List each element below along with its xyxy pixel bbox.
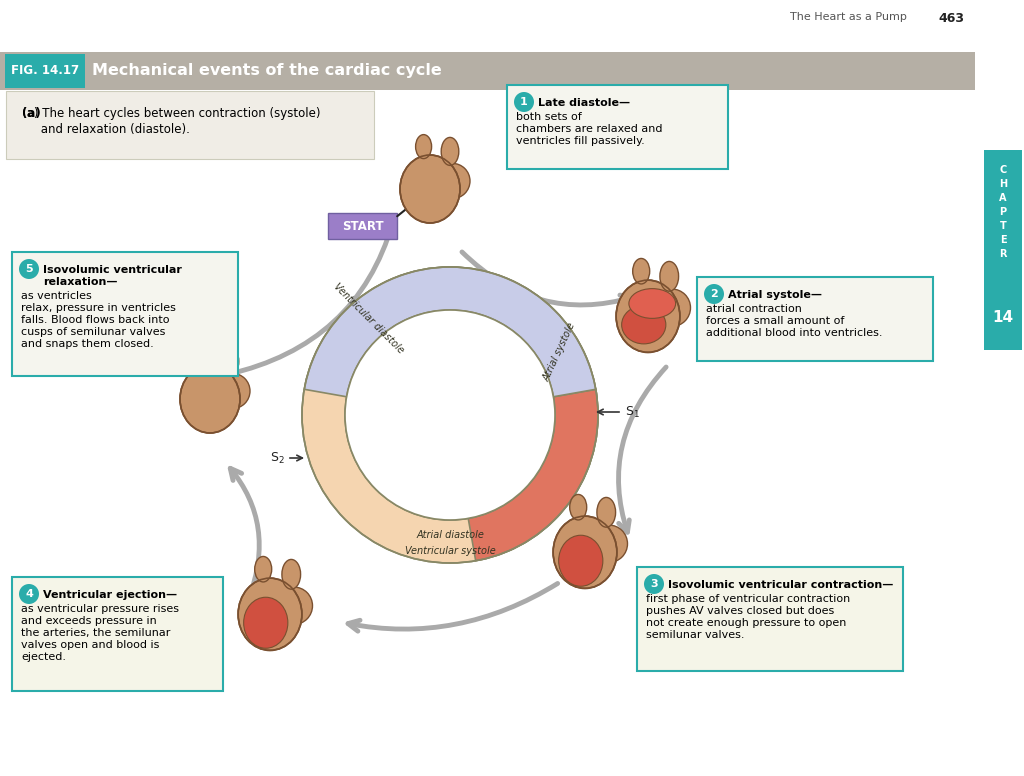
Text: (a): (a) xyxy=(22,107,41,120)
Ellipse shape xyxy=(441,137,459,165)
Ellipse shape xyxy=(400,155,460,223)
Text: ejected.: ejected. xyxy=(22,652,66,662)
Ellipse shape xyxy=(282,559,301,589)
Circle shape xyxy=(653,289,690,327)
FancyBboxPatch shape xyxy=(6,91,374,159)
Circle shape xyxy=(275,587,312,625)
Text: Atrial systole: Atrial systole xyxy=(542,320,578,383)
Text: H: H xyxy=(999,179,1007,189)
Text: relaxation—: relaxation— xyxy=(43,277,118,287)
Text: both sets of: both sets of xyxy=(516,112,582,122)
Text: Isovolumic ventricular: Isovolumic ventricular xyxy=(43,265,182,275)
Text: A: A xyxy=(999,193,1007,203)
Text: Ventricular systole: Ventricular systole xyxy=(404,546,496,556)
Ellipse shape xyxy=(553,516,616,588)
Circle shape xyxy=(590,525,628,563)
Circle shape xyxy=(19,584,39,604)
Text: cusps of semilunar valves: cusps of semilunar valves xyxy=(22,327,165,337)
Text: Atrial diastole: Atrial diastole xyxy=(416,530,484,540)
FancyBboxPatch shape xyxy=(637,567,903,671)
FancyBboxPatch shape xyxy=(328,213,397,239)
Text: falls. Blood flows back into: falls. Blood flows back into xyxy=(22,315,170,325)
Text: pushes AV valves closed but does: pushes AV valves closed but does xyxy=(646,606,835,616)
Text: R: R xyxy=(999,249,1007,259)
Text: T: T xyxy=(999,221,1007,231)
Text: as ventricular pressure rises: as ventricular pressure rises xyxy=(22,604,179,614)
Ellipse shape xyxy=(221,348,239,376)
FancyBboxPatch shape xyxy=(507,85,728,169)
Text: E: E xyxy=(999,235,1007,245)
Ellipse shape xyxy=(659,262,679,291)
Text: semilunar valves.: semilunar valves. xyxy=(646,630,744,640)
Text: and relaxation (diastole).: and relaxation (diastole). xyxy=(22,123,189,136)
Text: and exceeds pressure in: and exceeds pressure in xyxy=(22,616,157,626)
Ellipse shape xyxy=(559,535,603,586)
Ellipse shape xyxy=(196,345,212,369)
Ellipse shape xyxy=(255,556,271,582)
Text: and snaps them closed.: and snaps them closed. xyxy=(22,339,154,349)
Ellipse shape xyxy=(633,258,649,284)
Text: forces a small amount of: forces a small amount of xyxy=(706,316,845,326)
Ellipse shape xyxy=(597,497,615,527)
FancyBboxPatch shape xyxy=(984,150,1022,350)
Circle shape xyxy=(19,259,39,279)
Text: C: C xyxy=(999,165,1007,175)
Text: valves open and blood is: valves open and blood is xyxy=(22,640,160,650)
Ellipse shape xyxy=(629,289,676,318)
FancyBboxPatch shape xyxy=(12,252,238,376)
Wedge shape xyxy=(468,390,598,561)
Text: Ventricular diastole: Ventricular diastole xyxy=(332,281,406,355)
FancyBboxPatch shape xyxy=(0,52,975,90)
Text: Mechanical events of the cardiac cycle: Mechanical events of the cardiac cycle xyxy=(92,64,441,78)
Ellipse shape xyxy=(616,280,680,352)
Ellipse shape xyxy=(244,598,288,648)
Text: ventricles fill passively.: ventricles fill passively. xyxy=(516,136,645,146)
Text: FIG. 14.17: FIG. 14.17 xyxy=(11,64,79,78)
Text: P: P xyxy=(999,207,1007,217)
Text: chambers are relaxed and: chambers are relaxed and xyxy=(516,124,663,134)
Text: 14: 14 xyxy=(992,310,1014,325)
Text: Isovolumic ventricular contraction—: Isovolumic ventricular contraction— xyxy=(668,580,893,590)
Text: (a) The heart cycles between contraction (systole): (a) The heart cycles between contraction… xyxy=(22,107,321,120)
FancyBboxPatch shape xyxy=(5,54,85,88)
Text: additional blood into ventricles.: additional blood into ventricles. xyxy=(706,328,883,338)
Text: 3: 3 xyxy=(650,579,657,589)
Text: 4: 4 xyxy=(25,589,33,599)
Text: START: START xyxy=(342,220,383,233)
Text: The Heart as a Pump: The Heart as a Pump xyxy=(790,12,907,22)
FancyBboxPatch shape xyxy=(12,577,223,691)
Ellipse shape xyxy=(180,365,240,433)
Circle shape xyxy=(514,92,534,112)
Text: first phase of ventricular contraction: first phase of ventricular contraction xyxy=(646,594,850,604)
Ellipse shape xyxy=(622,306,666,344)
Text: S$_2$: S$_2$ xyxy=(270,450,285,466)
Text: 463: 463 xyxy=(938,12,964,25)
Text: Ventricular ejection—: Ventricular ejection— xyxy=(43,590,177,600)
Circle shape xyxy=(215,373,250,409)
Text: atrial contraction: atrial contraction xyxy=(706,304,802,314)
Text: as ventricles: as ventricles xyxy=(22,291,92,301)
Text: Atrial systole—: Atrial systole— xyxy=(728,290,822,300)
Wedge shape xyxy=(302,267,598,563)
Text: relax, pressure in ventricles: relax, pressure in ventricles xyxy=(22,303,176,313)
Circle shape xyxy=(345,310,555,520)
Ellipse shape xyxy=(416,134,431,158)
Text: 2: 2 xyxy=(710,289,718,299)
Circle shape xyxy=(644,574,664,594)
Circle shape xyxy=(705,284,724,304)
FancyBboxPatch shape xyxy=(697,277,933,361)
Text: 1: 1 xyxy=(520,97,528,107)
Circle shape xyxy=(435,164,470,199)
Text: the arteries, the semilunar: the arteries, the semilunar xyxy=(22,628,170,638)
Text: 5: 5 xyxy=(26,264,33,274)
Ellipse shape xyxy=(239,578,302,650)
Text: not create enough pressure to open: not create enough pressure to open xyxy=(646,618,847,628)
Text: S$_1$: S$_1$ xyxy=(625,404,640,420)
Ellipse shape xyxy=(569,494,587,520)
Wedge shape xyxy=(304,267,596,397)
Text: Late diastole—: Late diastole— xyxy=(538,98,630,108)
